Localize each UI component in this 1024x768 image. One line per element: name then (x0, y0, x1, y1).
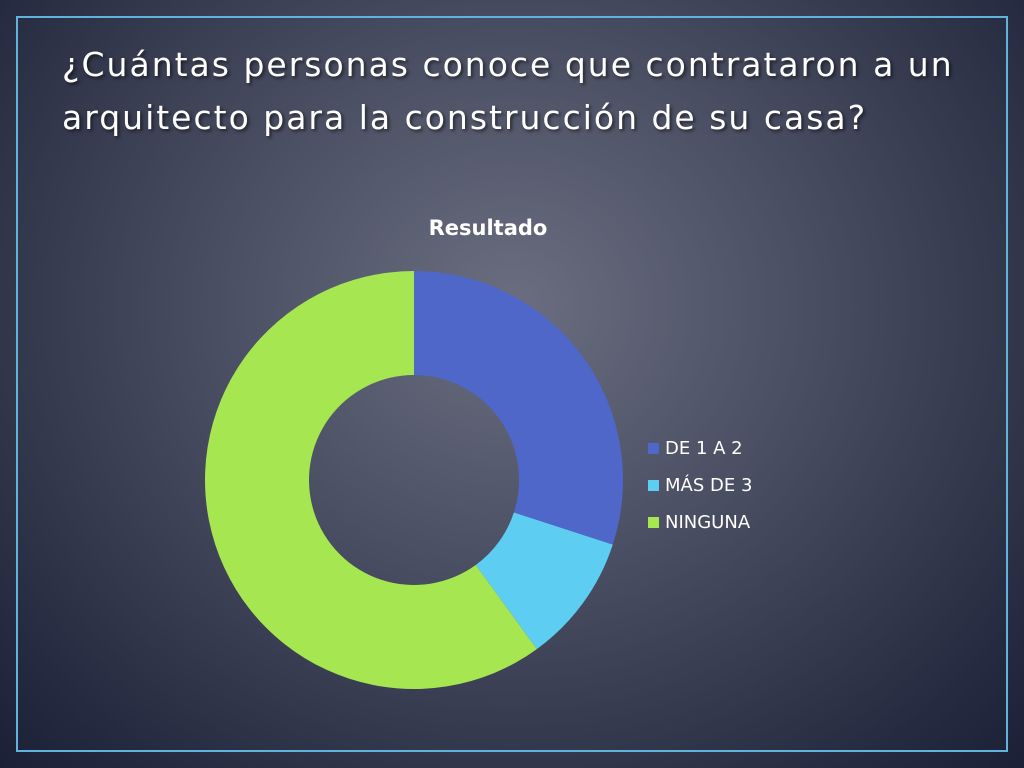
slide-title: ¿Cuántas personas conoce que contrataron… (62, 45, 954, 137)
slice-ninguna (204, 271, 537, 689)
legend-item-de-1-a-2: DE 1 A 2 (648, 430, 752, 467)
legend-label-ninguna: NINGUNA (665, 512, 751, 533)
slice-de-1-a-2 (414, 271, 623, 545)
chart-title: Resultado (429, 216, 548, 240)
legend-swatch-de-1-a-2 (648, 443, 659, 454)
legend-swatch-ninguna (648, 517, 659, 528)
slide-frame (16, 16, 1008, 752)
legend-item-ninguna: NINGUNA (648, 504, 752, 541)
legend-label-mas-de-3: MÁS DE 3 (665, 475, 753, 496)
legend-item-mas-de-3: MÁS DE 3 (648, 467, 752, 504)
slice-mas-de-3 (475, 512, 613, 650)
chart-legend: DE 1 A 2 MÁS DE 3 NINGUNA (648, 430, 752, 541)
legend-label-de-1-a-2: DE 1 A 2 (665, 438, 743, 459)
legend-swatch-mas-de-3 (648, 480, 659, 491)
doughnut-slices (204, 271, 623, 689)
